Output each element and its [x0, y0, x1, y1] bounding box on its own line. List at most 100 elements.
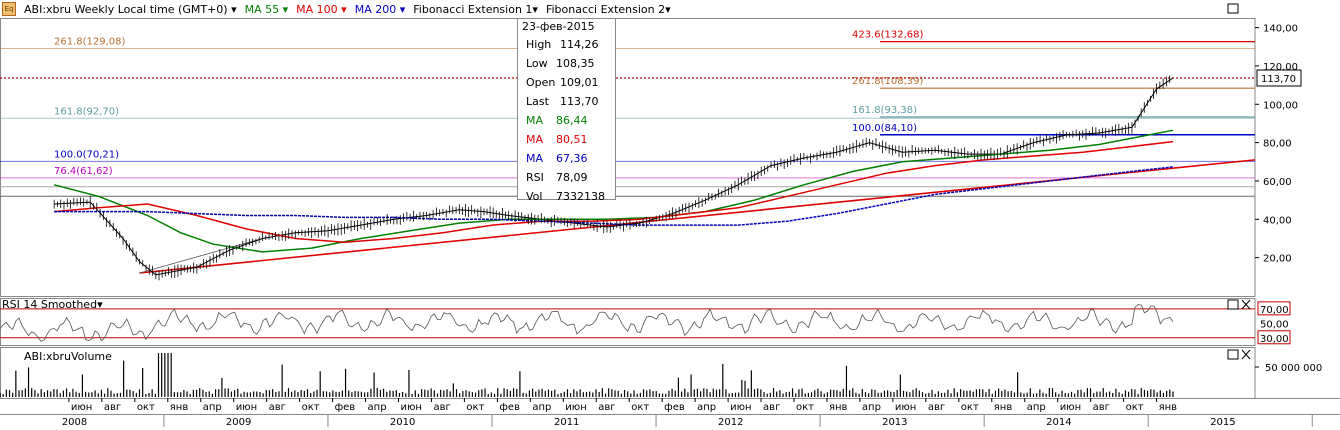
month-tick-label: апр: [203, 402, 222, 413]
year-tick-label: 2011: [554, 417, 579, 427]
month-tick-label: июн: [565, 402, 586, 413]
y-tick-label: 120,00: [1263, 62, 1298, 73]
month-tick-label: фев: [335, 402, 356, 413]
indicator-ma100[interactable]: MA 100 ▾: [296, 2, 347, 16]
month-tick-label: июн: [1060, 402, 1081, 413]
tooltip-row-value: 7332138: [556, 190, 605, 203]
fib-ext-label: 161.8(93,38): [852, 105, 917, 116]
tooltip-row: Open 109,01: [518, 73, 615, 92]
price-tooltip: 23-фев-2015 High 114,26 Low 108,35 Open 109,0…: [517, 18, 616, 203]
month-tick-label: окт: [796, 402, 814, 413]
series-ma-200: [54, 166, 1174, 226]
year-tick-label: 2013: [882, 417, 907, 427]
y-tick-label: 100,00: [1263, 100, 1298, 111]
month-tick-label: июн: [236, 402, 257, 413]
tooltip-row-label: High: [526, 38, 552, 51]
rsi-level-label: 30,00: [1260, 334, 1289, 345]
tooltip-row-value: 86,44: [556, 114, 588, 127]
year-tick-label: 2010: [390, 417, 415, 427]
y-tick-label: 80,00: [1263, 139, 1292, 150]
month-tick-label: авг: [104, 402, 121, 413]
tooltip-row-label: Vol: [526, 190, 543, 203]
month-tick-label: окт: [466, 402, 484, 413]
fib-level-label: 76.4(61,62): [54, 166, 113, 177]
year-tick-label: 2014: [1046, 417, 1071, 427]
month-tick-label: авг: [269, 402, 286, 413]
indicator-fib1[interactable]: Fibonacci Extension 1▾: [413, 2, 538, 16]
month-tick-label: янв: [1159, 402, 1178, 413]
tooltip-row-value: 114,26: [560, 38, 599, 51]
trend-line-thin: [139, 238, 263, 274]
y-tick-label: 40,00: [1263, 215, 1292, 226]
year-tick-label: 2008: [62, 417, 87, 427]
month-tick-label: апр: [532, 402, 551, 413]
month-tick-label: авг: [433, 402, 450, 413]
chart-logo-icon[interactable]: Eq: [2, 2, 16, 16]
rsi-line: [0, 304, 1174, 342]
panel-maximize-icon: [1227, 299, 1239, 310]
tooltip-row-label: MA: [526, 152, 544, 165]
price-panel-frame: [0, 18, 1256, 297]
rsi-level-label: 70,00: [1260, 305, 1289, 316]
tooltip-row-label: MA: [526, 133, 544, 146]
month-tick-label: окт: [1126, 402, 1144, 413]
price-bars: [53, 75, 1171, 281]
tooltip-row-value: 78,09: [556, 171, 588, 184]
symbol-title[interactable]: ABI:xbru Weekly Local time (GMT+0) ▾: [24, 2, 237, 16]
tooltip-row-label: MA: [526, 114, 544, 127]
tooltip-row: MA 80,51: [518, 130, 615, 149]
rsi-title[interactable]: RSI 14 Smoothed▾: [2, 298, 103, 311]
tooltip-row: Last 113,70: [518, 92, 615, 111]
month-tick-label: окт: [961, 402, 979, 413]
month-tick-label: апр: [368, 402, 387, 413]
tooltip-date: 23-фев-2015: [522, 20, 595, 33]
tooltip-row-label: Low: [526, 57, 548, 70]
y-tick-label: 20,00: [1263, 254, 1292, 265]
series-ma-100: [54, 140, 1174, 244]
tooltip-row-label: Open: [526, 76, 556, 89]
panel-close-icon: [1241, 349, 1251, 360]
tooltip-row: High 114,26: [518, 35, 615, 54]
fib-level-label: 261.8(129,08): [54, 37, 126, 48]
panel-maximize-icon: [1227, 3, 1239, 14]
month-tick-label: янв: [170, 402, 189, 413]
month-tick-label: апр: [1027, 402, 1046, 413]
y-tick-label: 60,00: [1263, 177, 1292, 188]
month-tick-label: апр: [862, 402, 881, 413]
tooltip-row-label: Last: [526, 95, 549, 108]
tooltip-row-value: 113,70: [560, 95, 599, 108]
month-tick-label: окт: [631, 402, 649, 413]
indicator-ma200[interactable]: MA 200 ▾: [354, 2, 406, 16]
fib-level-label: 161.8(92,70): [54, 106, 119, 117]
month-tick-label: авг: [928, 402, 945, 413]
rsi-level-label: 50,00: [1260, 319, 1289, 330]
month-tick-label: авг: [1093, 402, 1110, 413]
tooltip-row: Vol 7332138: [518, 187, 615, 206]
month-tick-label: июн: [730, 402, 751, 413]
month-tick-label: апр: [697, 402, 716, 413]
year-tick-label: 2009: [226, 417, 251, 427]
tooltip-row-value: 109,01: [560, 76, 599, 89]
panel-close-icon: [1241, 299, 1251, 310]
month-tick-label: окт: [302, 402, 320, 413]
chart-header: Eq ABI:xbru Weekly Local time (GMT+0) ▾ …: [0, 0, 671, 18]
tooltip-row-value: 80,51: [556, 133, 588, 146]
month-tick-label: фев: [664, 402, 685, 413]
tooltip-row: Low 108,35: [518, 54, 615, 73]
y-tick-label: 140,00: [1263, 24, 1298, 35]
indicator-ma55[interactable]: MA 55 ▾: [244, 2, 289, 16]
rsi-level-box: [1257, 301, 1291, 316]
tooltip-rows: High 114,26 Low 108,35 Open 109,01 Last 113,70 M…: [518, 35, 615, 206]
fib-ext-label: 423.6(132,68): [852, 30, 924, 41]
last-price-label: 113,70: [1261, 74, 1296, 85]
month-tick-label: июн: [400, 402, 421, 413]
panel-maximize-icon: [1227, 349, 1239, 360]
last-price-box: [1256, 69, 1302, 87]
volume-bars: [0, 353, 1174, 397]
fib-ext-label: 100.0(84,10): [852, 123, 917, 134]
month-tick-label: фев: [499, 402, 520, 413]
indicator-fib2[interactable]: Fibonacci Extension 2▾: [545, 2, 671, 16]
month-tick-label: авг: [598, 402, 615, 413]
